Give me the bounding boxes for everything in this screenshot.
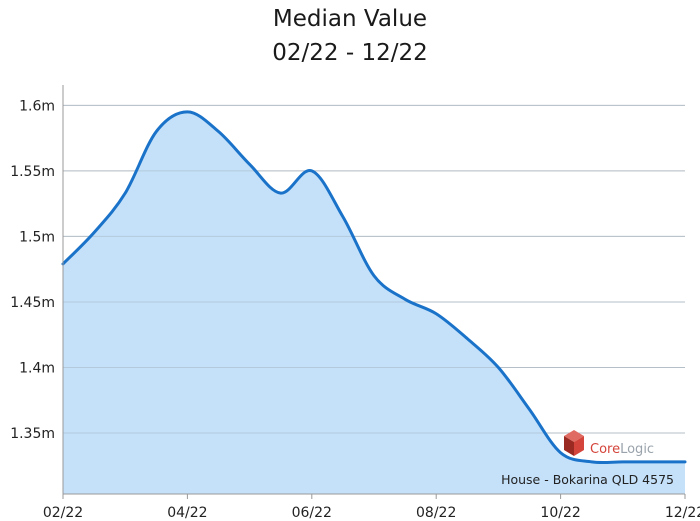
corelogic-watermark: CoreLogic [564, 430, 654, 457]
y-tick-label: 1.6m [19, 98, 55, 114]
x-tick-label: 06/22 [292, 505, 332, 521]
y-tick-label: 1.35m [10, 426, 55, 442]
chart-subtitle: 02/22 - 12/22 [272, 40, 428, 66]
y-tick-label: 1.5m [19, 229, 55, 245]
x-tick-label: 02/22 [43, 505, 83, 521]
x-tick-label: 10/22 [540, 505, 580, 521]
x-tick-label: 04/22 [167, 505, 207, 521]
y-tick-label: 1.4m [19, 360, 55, 376]
corelogic-brand: CoreLogic [590, 442, 654, 457]
x-tick-label: 08/22 [416, 505, 456, 521]
chart-title: Median Value [273, 6, 427, 32]
brand-logic: Logic [620, 442, 654, 457]
y-tick-label: 1.45m [10, 295, 55, 311]
series-line [61, 110, 687, 465]
y-tick-label: 1.55m [10, 164, 55, 180]
area-fill [63, 111, 685, 495]
plot-area [61, 104, 687, 495]
corelogic-logo-icon [564, 430, 584, 456]
axes: 1.35m 1.4m 1.45m 1.5m 1.55m 1.6m 02/22 04/22 06/… [10, 85, 700, 521]
property-attribution: House - Bokarina QLD 4575 [501, 472, 674, 487]
x-tick-label: 12/22 [665, 505, 700, 521]
brand-core: Core [590, 442, 620, 457]
